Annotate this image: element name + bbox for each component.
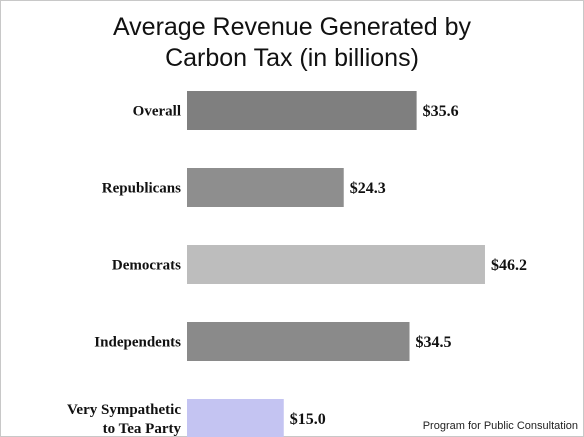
bar — [187, 245, 485, 284]
bar — [187, 322, 410, 361]
chart-title-line-1: Average Revenue Generated by — [112, 13, 472, 41]
category-label: Independents — [94, 335, 181, 351]
value-label: $24.3 — [350, 180, 386, 197]
value-label: $46.2 — [491, 257, 527, 274]
category-label: Overall — [133, 104, 181, 120]
value-label: $34.5 — [416, 334, 452, 351]
value-label: $35.6 — [423, 103, 459, 120]
bar — [187, 91, 417, 130]
bar-group: Independents $34.5 — [94, 322, 452, 361]
bar — [187, 399, 284, 437]
category-label: Democrats — [112, 258, 181, 274]
value-label: $15.0 — [290, 411, 326, 428]
chart-title: Average Revenue Generated by Carbon Tax … — [0, 12, 584, 74]
category-label: to Tea Party — [103, 421, 182, 437]
bar-group: Overall $35.6 — [133, 91, 459, 130]
category-label: Republicans — [102, 181, 181, 197]
bar-group: Democrats $46.2 — [112, 245, 527, 284]
category-label: Very Sympathetic — [67, 402, 181, 418]
source-credit: Program for Public Consultation — [422, 420, 578, 432]
bar — [187, 168, 344, 207]
bar-group: Republicans $24.3 — [102, 168, 386, 207]
bar-group: Very Sympathetic to Tea Party $15.0 — [67, 399, 326, 437]
chart-title-line-2: Carbon Tax (in billions) — [165, 44, 419, 72]
